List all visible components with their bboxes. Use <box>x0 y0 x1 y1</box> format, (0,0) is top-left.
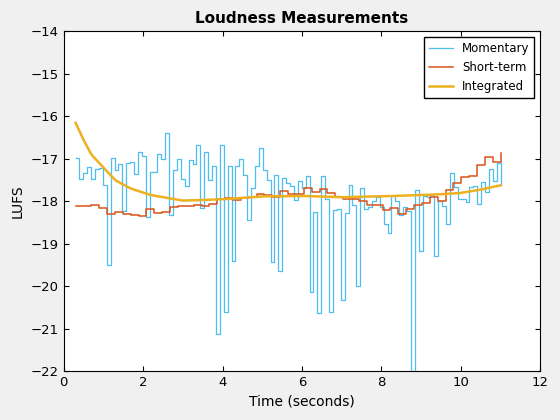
Title: Loudness Measurements: Loudness Measurements <box>195 11 409 26</box>
Integrated <box>463 189 470 194</box>
X-axis label: Time (seconds): Time (seconds) <box>249 395 355 409</box>
Momentary <box>283 181 290 186</box>
Legend: Momentary, Short-term, Integrated: Momentary, Short-term, Integrated <box>424 37 534 97</box>
Short-term <box>458 175 465 180</box>
Line: Short-term: Short-term <box>76 153 501 216</box>
Line: Momentary: Momentary <box>76 133 501 378</box>
Integrated <box>478 187 485 192</box>
Momentary <box>478 180 484 185</box>
Momentary <box>72 155 79 160</box>
Integrated <box>72 120 79 125</box>
Momentary <box>376 205 383 210</box>
Momentary <box>271 172 278 177</box>
Short-term <box>159 210 166 215</box>
Short-term <box>237 196 244 201</box>
Short-term <box>135 213 142 218</box>
Short-term <box>72 204 79 209</box>
Momentary <box>493 161 500 166</box>
Short-term <box>497 151 504 156</box>
Y-axis label: LUFS: LUFS <box>11 185 25 218</box>
Momentary <box>497 183 504 188</box>
Momentary <box>162 131 169 136</box>
Short-term <box>183 204 189 209</box>
Line: Integrated: Integrated <box>76 123 501 201</box>
Integrated <box>98 163 105 168</box>
Short-term <box>119 212 126 217</box>
Integrated <box>89 153 96 158</box>
Integrated <box>188 198 194 203</box>
Integrated <box>151 193 158 198</box>
Integrated <box>497 183 504 188</box>
Momentary <box>201 149 208 154</box>
Integrated <box>181 198 188 203</box>
Momentary <box>408 375 414 381</box>
Short-term <box>489 159 496 164</box>
